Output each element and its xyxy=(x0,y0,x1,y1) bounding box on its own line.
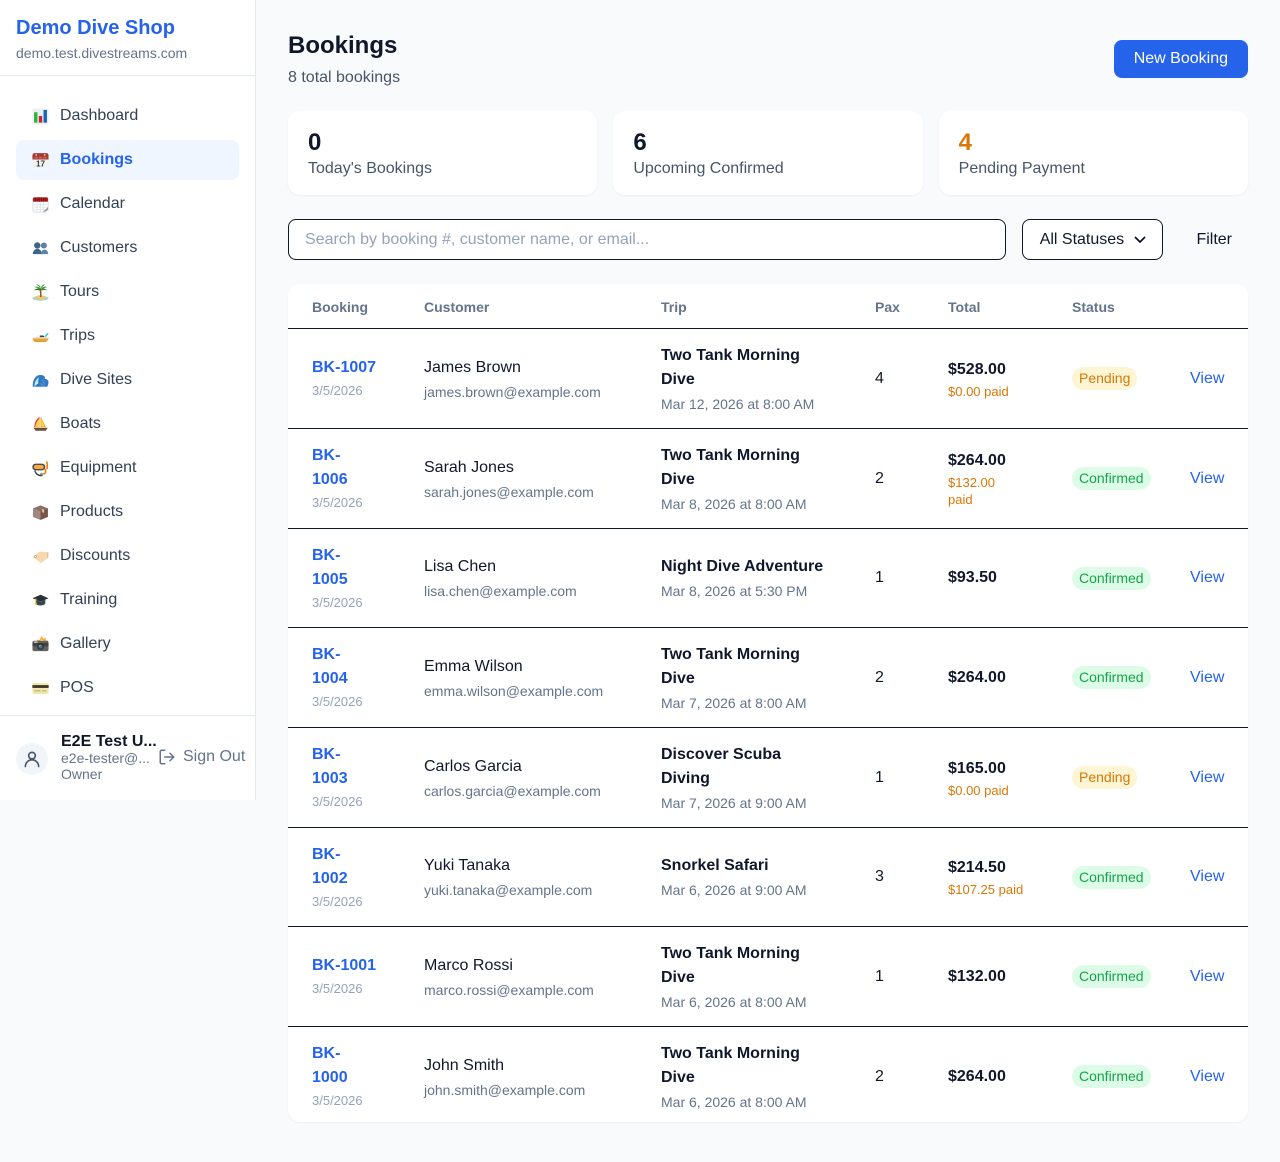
svg-text:17: 17 xyxy=(36,159,46,168)
